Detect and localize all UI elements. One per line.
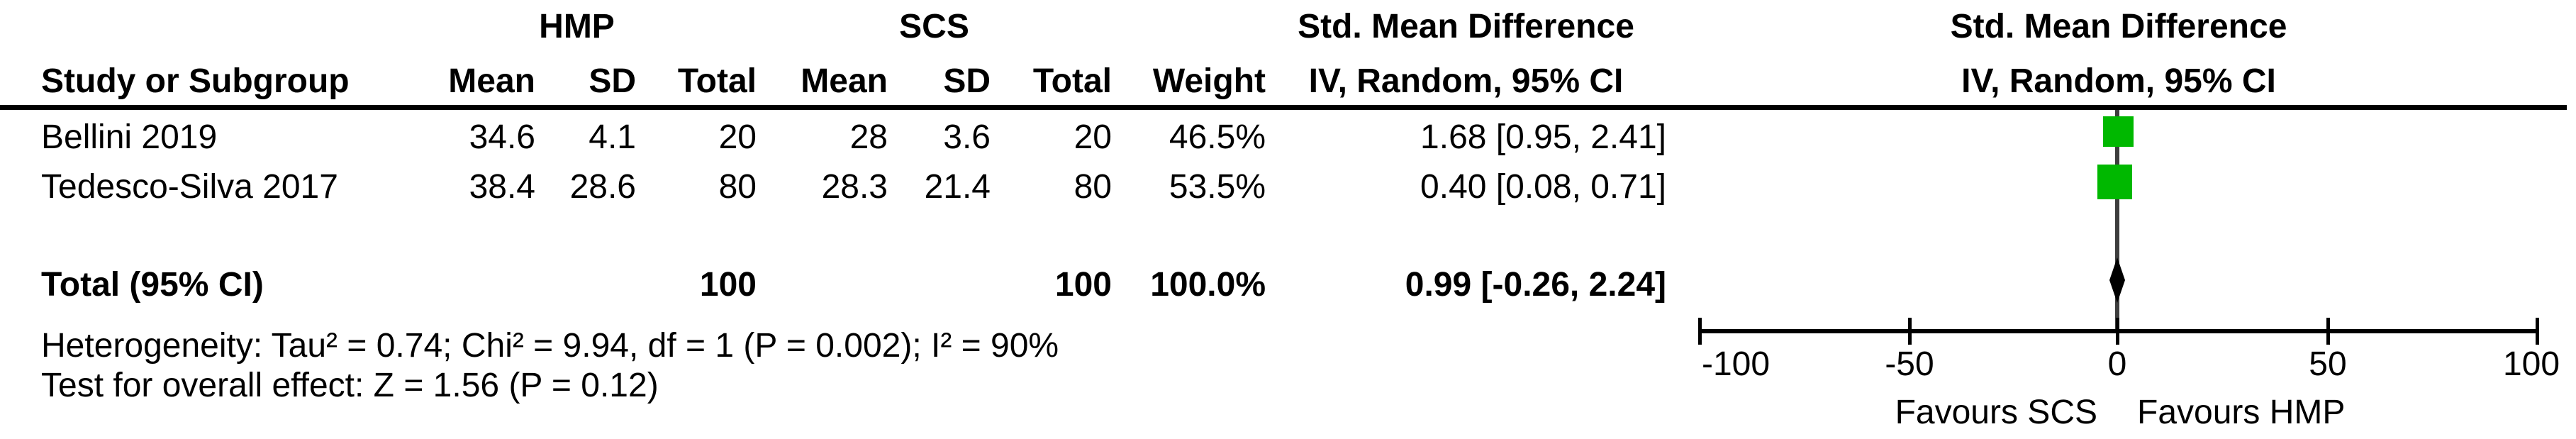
col-header-scs-total: Total (1032, 62, 1112, 100)
col-header-ci: IV, Random, 95% CI (1308, 62, 1624, 100)
hmp-sd: 4.1 (589, 118, 636, 156)
spacer (535, 265, 636, 305)
study-marker-bellini (2103, 116, 2134, 147)
spacer (757, 265, 888, 305)
study-name: Bellini 2019 (41, 118, 218, 156)
x-tick-label: 0 (2107, 345, 2127, 383)
spacer (0, 7, 397, 47)
col-header-hmp-total: Total (677, 62, 757, 100)
study-name: Tedesco-Silva 2017 (41, 168, 338, 206)
total-label: Total (95% CI) (41, 266, 264, 304)
study-marker-tedesco (2097, 165, 2132, 199)
scs-mean: 28.3 (821, 168, 888, 206)
table-column-header-row: Study or Subgroup Mean SD Total Mean SD … (0, 62, 1666, 101)
x-tick-label: -50 (1885, 345, 1934, 383)
smd-ci: 1.68 [0.95, 2.41] (1420, 118, 1666, 156)
x-tick-label: -100 (1701, 345, 1771, 383)
plot-header-line1: Std. Mean Difference (1950, 8, 2287, 45)
scs-sd: 3.6 (943, 118, 991, 156)
col-header-hmp-sd: SD (589, 62, 636, 100)
hmp-mean: 38.4 (469, 168, 535, 206)
col-header-hmp-mean: Mean (448, 62, 535, 100)
hmp-mean: 34.6 (469, 118, 535, 156)
table-row: Tedesco-Silva 2017 38.4 28.6 80 28.3 21.… (0, 167, 1666, 207)
overall-effect-note: Test for overall effect: Z = 1.56 (P = 0… (41, 367, 659, 404)
x-axis-tick (1908, 318, 1912, 345)
spacer (1112, 7, 1266, 47)
group-header-hmp: HMP (539, 8, 615, 45)
favours-right-label: Favours HMP (2137, 394, 2346, 431)
x-axis-tick (2116, 318, 2119, 345)
table-row: Bellini 2019 34.6 4.1 20 28 3.6 20 46.5%… (0, 118, 1666, 157)
hmp-total: 80 (718, 168, 757, 206)
header-rule (0, 105, 2567, 110)
x-axis-tick (1698, 318, 1702, 345)
scs-total: 20 (1074, 118, 1112, 156)
table-group-header-row: HMP SCS Std. Mean Difference (0, 7, 1666, 47)
pooled-diamond (2109, 257, 2125, 303)
hmp-sd: 28.6 (569, 168, 636, 206)
weight: 53.5% (1169, 168, 1266, 206)
total-weight: 100.0% (1150, 266, 1266, 304)
col-header-study: Study or Subgroup (41, 62, 350, 100)
col-header-scs-mean: Mean (801, 62, 888, 100)
smd-ci: 0.40 [0.08, 0.71] (1420, 168, 1666, 206)
x-tick-label: 50 (2309, 345, 2347, 383)
total-row: Total (95% CI) 100 100 100.0% 0.99 [-0.2… (0, 265, 1666, 305)
x-tick-label: 100 (2502, 345, 2560, 383)
group-header-scs: SCS (899, 8, 969, 45)
scs-sd: 21.4 (924, 168, 991, 206)
favours-left-label: Favours SCS (1895, 394, 2097, 431)
group-header-smd: Std. Mean Difference (1298, 8, 1634, 45)
plot-header-line2: IV, Random, 95% CI (1961, 62, 2276, 100)
hmp-total: 20 (718, 118, 757, 156)
total-smd-ci: 0.99 [-0.26, 2.24] (1405, 266, 1666, 304)
total-scs-total: 100 (1054, 266, 1112, 304)
x-axis-tick (2536, 318, 2539, 345)
spacer (888, 265, 991, 305)
col-header-weight: Weight (1152, 62, 1266, 100)
spacer (397, 265, 535, 305)
weight: 46.5% (1169, 118, 1266, 156)
total-hmp-total: 100 (699, 266, 757, 304)
x-axis-tick (2326, 318, 2330, 345)
zero-line (2115, 110, 2119, 331)
scs-mean: 28 (849, 118, 888, 156)
scs-total: 80 (1074, 168, 1112, 206)
heterogeneity-note: Heterogeneity: Tau² = 0.74; Chi² = 9.94,… (41, 327, 1059, 365)
col-header-scs-sd: SD (943, 62, 991, 100)
